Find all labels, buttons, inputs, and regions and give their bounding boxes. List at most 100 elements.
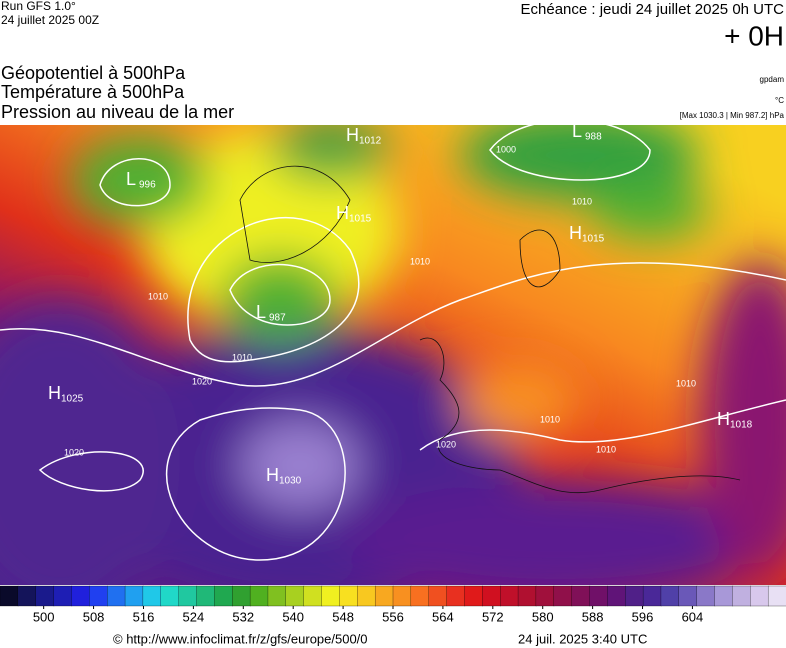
- colorbar-swatch: [89, 585, 108, 607]
- colorbar-label: 548: [332, 609, 354, 624]
- colorbar-swatch: [232, 585, 251, 607]
- isobar-label: 1010: [676, 378, 696, 388]
- pressure-letter: H: [48, 383, 61, 403]
- colorbar-swatch: [249, 585, 269, 607]
- colorbar-swatch: [0, 585, 19, 607]
- colorbar-swatch: [660, 585, 680, 607]
- colorbar-swatch: [35, 585, 55, 607]
- colorbar-label: 516: [133, 609, 155, 624]
- colorbar-swatch: [589, 585, 609, 607]
- isobar-label: 1010: [572, 196, 592, 206]
- isobar-label: 1010: [596, 444, 616, 454]
- colorbar-swatch: [732, 585, 751, 607]
- isobar-label: 1020: [192, 376, 212, 386]
- pressure-value: 1015: [582, 234, 605, 245]
- colorbar-label: 540: [282, 609, 304, 624]
- pressure-value: 988: [585, 132, 602, 143]
- colorbar-swatch: [392, 585, 412, 607]
- pressure-value: 1015: [349, 214, 372, 225]
- pressure-letter: H: [569, 223, 582, 243]
- pressure-value: 1018: [730, 420, 753, 431]
- colorbar-swatch: [446, 585, 466, 607]
- pressure-value: 1012: [359, 136, 382, 147]
- colorbar-swatch: [160, 585, 180, 607]
- colorbar-swatch: [482, 585, 501, 607]
- colorbar-swatch: [374, 585, 394, 607]
- title: Température à 500hPa: [1, 82, 185, 102]
- colorbar-label: 508: [83, 609, 105, 624]
- pressure-letter: H: [336, 203, 349, 223]
- colorbar-swatch: [500, 585, 519, 607]
- isobar-label: 1020: [64, 447, 84, 457]
- forecast: Echéance : jeudi 24 juillet 2025 0h UTC: [521, 1, 785, 18]
- run-date: 24 juillet 2025 00Z: [1, 13, 99, 27]
- pressure-letter: H: [717, 409, 730, 429]
- source: © http://www.infoclimat.fr/z/gfs/europe/…: [113, 631, 368, 646]
- colorbar-swatch: [124, 585, 144, 607]
- pressure-value: 1025: [61, 394, 84, 405]
- lead-time: + 0H: [724, 20, 784, 51]
- colorbar-label: 556: [382, 609, 404, 624]
- colorbar-swatch: [142, 585, 162, 607]
- colorbar-label: 564: [432, 609, 454, 624]
- pressure-value: 996: [139, 180, 156, 191]
- title: Pression au niveau de la mer: [1, 102, 234, 122]
- coastlines: [239, 165, 741, 494]
- pressure-letter: L: [572, 121, 582, 141]
- colorbar-label: 596: [632, 609, 654, 624]
- colorbar-swatch: [767, 585, 786, 607]
- colorbar-swatch: [696, 585, 716, 607]
- colorbar-label: 604: [682, 609, 704, 624]
- unit: [Max 1030.3 | Min 987.2] hPa: [680, 111, 785, 120]
- colorbar-swatch: [53, 585, 73, 607]
- pressure-letter: H: [346, 125, 359, 145]
- colorbar-label: 572: [482, 609, 504, 624]
- isobar-label: 1010: [410, 256, 430, 266]
- isobar-label: 1000: [496, 144, 516, 154]
- colorbar-swatch: [285, 585, 305, 607]
- colorbar-swatch: [464, 585, 483, 607]
- pressure-letter: L: [126, 169, 136, 189]
- colorbar-swatch: [714, 585, 734, 607]
- colorbar-label: 588: [582, 609, 604, 624]
- colorbar-swatch: [71, 585, 90, 607]
- issued: 24 juil. 2025 3:40 UTC: [518, 631, 647, 646]
- colorbar-swatch: [339, 585, 358, 607]
- pressure-letter: L: [256, 302, 266, 322]
- colorbar-swatch: [410, 585, 430, 607]
- isobar-label: 1020: [436, 439, 456, 449]
- colorbar-swatch: [321, 585, 341, 607]
- colorbar-swatch: [214, 585, 233, 607]
- unit: gpdam: [760, 75, 785, 84]
- pressure-value: 987: [269, 313, 286, 324]
- colorbar-swatch: [678, 585, 698, 607]
- colorbar-swatch: [267, 585, 287, 607]
- temperature-field: [0, 125, 786, 585]
- colorbar-swatch: [553, 585, 573, 607]
- unit: °C: [775, 96, 784, 105]
- isobar-label: 1010: [148, 291, 168, 301]
- colorbar-swatch: [357, 585, 376, 607]
- pressure-value: 1030: [279, 476, 302, 487]
- colorbar-swatch: [642, 585, 662, 607]
- colorbar-swatch: [607, 585, 626, 607]
- isobars: [0, 125, 786, 561]
- isobar-labels: 1010 1010 1020 1020 1010 1010 1020 1010 1010 1000…: [64, 144, 696, 457]
- isobar-label: 1010: [232, 352, 252, 362]
- colorbar-swatch: [571, 585, 591, 607]
- colorbar-swatch: [17, 585, 37, 607]
- colorbar-swatch: [750, 585, 769, 607]
- colorbar-swatch: [303, 585, 323, 607]
- colorbar: 500 508 516 524 532 540 548 556 564 572 580 588 596 6…: [0, 585, 786, 624]
- colorbar-swatch: [625, 585, 644, 607]
- pressure-letter: H: [266, 465, 279, 485]
- colorbar-swatch: [178, 585, 198, 607]
- colorbar-swatch: [196, 585, 216, 607]
- isobar-label: 1010: [540, 414, 560, 424]
- colorbar-label: 524: [183, 609, 205, 624]
- colorbar-swatch: [517, 585, 537, 607]
